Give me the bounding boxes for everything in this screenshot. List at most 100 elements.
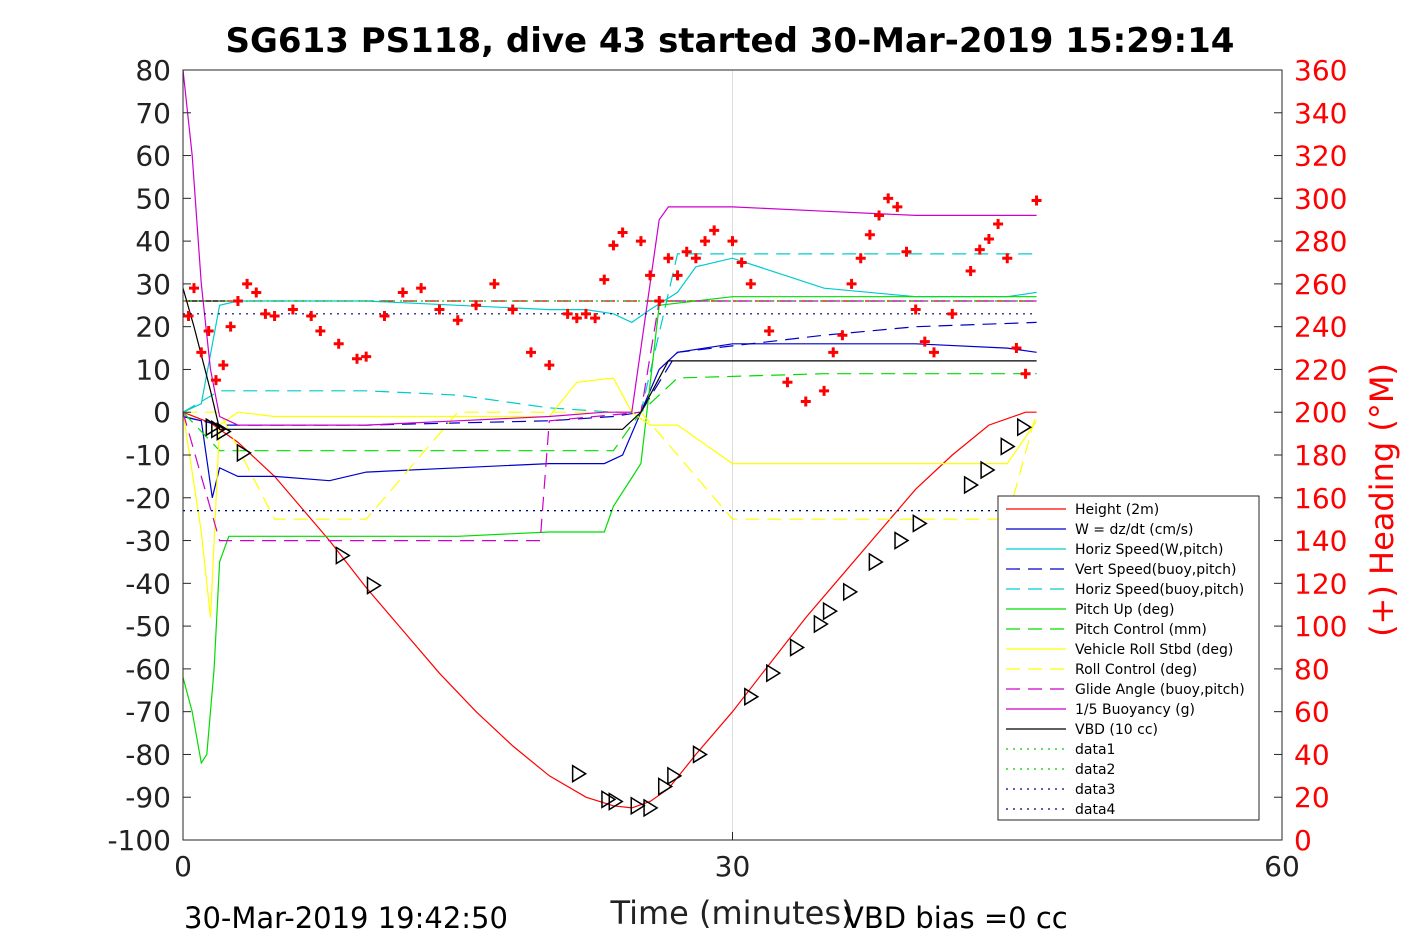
heading-point bbox=[819, 385, 830, 396]
legend-entry: VBD (10 cc) bbox=[1075, 722, 1158, 738]
heading-point bbox=[333, 338, 344, 349]
legend-entry: 1/5 Buoyancy (g) bbox=[1075, 702, 1195, 718]
heading-point bbox=[709, 225, 720, 236]
heading-point bbox=[608, 240, 619, 251]
triangle-marker bbox=[366, 576, 382, 595]
heading-point bbox=[544, 360, 555, 371]
legend-box bbox=[997, 495, 1260, 821]
triangle-marker-layer bbox=[205, 417, 1033, 818]
triangle-marker bbox=[667, 766, 683, 786]
heading-point bbox=[993, 219, 1004, 229]
heading-point bbox=[617, 227, 628, 238]
legend-entry: Pitch Up (deg) bbox=[1075, 602, 1174, 618]
heading-point bbox=[489, 278, 500, 289]
y2-tick-label: 240 bbox=[1294, 311, 1347, 344]
triangle-marker bbox=[571, 764, 588, 784]
y-tick-label: 70 bbox=[135, 97, 171, 130]
heading-point bbox=[196, 347, 207, 358]
legend-entry: Height (2m) bbox=[1075, 502, 1159, 518]
triangle-marker bbox=[205, 417, 221, 437]
y2-tick-label: 20 bbox=[1294, 781, 1330, 814]
triangle-marker bbox=[216, 422, 232, 441]
legend-entry: data1 bbox=[1075, 742, 1115, 758]
heading-point bbox=[507, 304, 518, 315]
heading-point bbox=[700, 236, 711, 247]
y-tick-label: -70 bbox=[125, 696, 171, 729]
y-tick-label: -90 bbox=[125, 781, 171, 814]
triangle-marker bbox=[1016, 417, 1033, 437]
heading-point bbox=[260, 308, 271, 319]
triangle-marker bbox=[842, 582, 859, 602]
y2-tick-label: 100 bbox=[1294, 610, 1347, 643]
heading-point bbox=[232, 296, 243, 306]
heading-point bbox=[210, 375, 221, 386]
heading-point bbox=[188, 283, 199, 294]
heading-point bbox=[183, 310, 194, 321]
series-w-dz-dt-cm-s bbox=[182, 343, 1037, 498]
heading-point bbox=[919, 336, 930, 347]
heading-point bbox=[983, 233, 994, 244]
y-tick-label: 50 bbox=[135, 182, 171, 215]
y-tick-label: -10 bbox=[125, 439, 171, 472]
heading-point bbox=[928, 347, 939, 358]
heading-point bbox=[828, 347, 839, 358]
heading-point bbox=[590, 313, 601, 324]
heading-point bbox=[663, 253, 674, 264]
series-pitch-control-mm bbox=[182, 373, 1037, 452]
y-tick-label: -50 bbox=[125, 610, 171, 643]
heading-point bbox=[1002, 253, 1013, 264]
triangle-marker bbox=[766, 663, 782, 683]
heading-point bbox=[874, 210, 885, 221]
triangle-marker bbox=[643, 798, 659, 818]
legend-entry: Glide Angle (buoy,pitch) bbox=[1075, 682, 1245, 698]
heading-point bbox=[562, 308, 573, 319]
heading-point bbox=[837, 330, 848, 341]
y2-tick-label: 260 bbox=[1294, 268, 1347, 301]
series-roll-control-deg bbox=[183, 411, 1038, 520]
heading-point bbox=[218, 360, 229, 371]
heading-point bbox=[306, 310, 317, 321]
triangle-marker bbox=[692, 745, 708, 764]
legend-entry: data3 bbox=[1075, 782, 1115, 798]
triangle-marker bbox=[601, 790, 617, 809]
x-axis-ticks: 0 30 60 bbox=[174, 832, 1300, 883]
heading-point bbox=[287, 304, 298, 315]
y-axis-left-ticks: 80 70 60 50 40 30 20 10 0 -10 -20 -30 -40 -50 -60 -70 -8… bbox=[107, 54, 191, 857]
heading-point bbox=[471, 300, 482, 311]
heading-point bbox=[251, 287, 262, 298]
heading-point bbox=[397, 287, 408, 298]
series-1-5-buoyancy-g bbox=[182, 69, 1037, 426]
heading-point bbox=[855, 253, 866, 264]
heading-point bbox=[681, 246, 692, 257]
x-tick-label: 0 bbox=[174, 850, 192, 883]
legend-entry: Vehicle Roll Stbd (deg) bbox=[1075, 642, 1233, 658]
chart-title: SG613 PS118, dive 43 started 30-Mar-2019… bbox=[226, 21, 1235, 61]
legend-entry: W = dz/dt (cm/s) bbox=[1075, 522, 1194, 538]
heading-point bbox=[599, 274, 610, 285]
heading-point bbox=[203, 325, 214, 336]
heading-point bbox=[452, 315, 463, 326]
triangle-marker bbox=[1000, 437, 1016, 456]
heading-point bbox=[635, 236, 646, 247]
y2-tick-label: 340 bbox=[1294, 97, 1347, 130]
heading-point bbox=[764, 325, 775, 336]
y2-tick-label: 0 bbox=[1294, 824, 1312, 857]
triangle-marker bbox=[789, 638, 806, 657]
y-tick-label: 0 bbox=[153, 396, 171, 429]
series-vbd-10-cc bbox=[182, 288, 1037, 430]
y2-tick-label: 220 bbox=[1294, 353, 1347, 386]
y-tick-label: -30 bbox=[125, 525, 171, 558]
y-axis-right-ticks: 3603403203002802602402202001801601401201… bbox=[1274, 54, 1347, 857]
heading-point bbox=[225, 321, 236, 332]
x-tick-label: 60 bbox=[1264, 850, 1300, 883]
footer-vbd-bias: VBD bias =0 cc bbox=[844, 901, 1068, 935]
triangle-marker bbox=[608, 792, 624, 811]
x-axis-label: Time (minutes) bbox=[610, 894, 854, 932]
heading-point bbox=[361, 351, 372, 362]
triangle-marker bbox=[963, 475, 980, 495]
legend-entry: Pitch Control (mm) bbox=[1075, 622, 1207, 638]
triangle-marker bbox=[236, 443, 252, 463]
heading-point bbox=[800, 396, 811, 407]
y-tick-label: 20 bbox=[135, 311, 171, 344]
